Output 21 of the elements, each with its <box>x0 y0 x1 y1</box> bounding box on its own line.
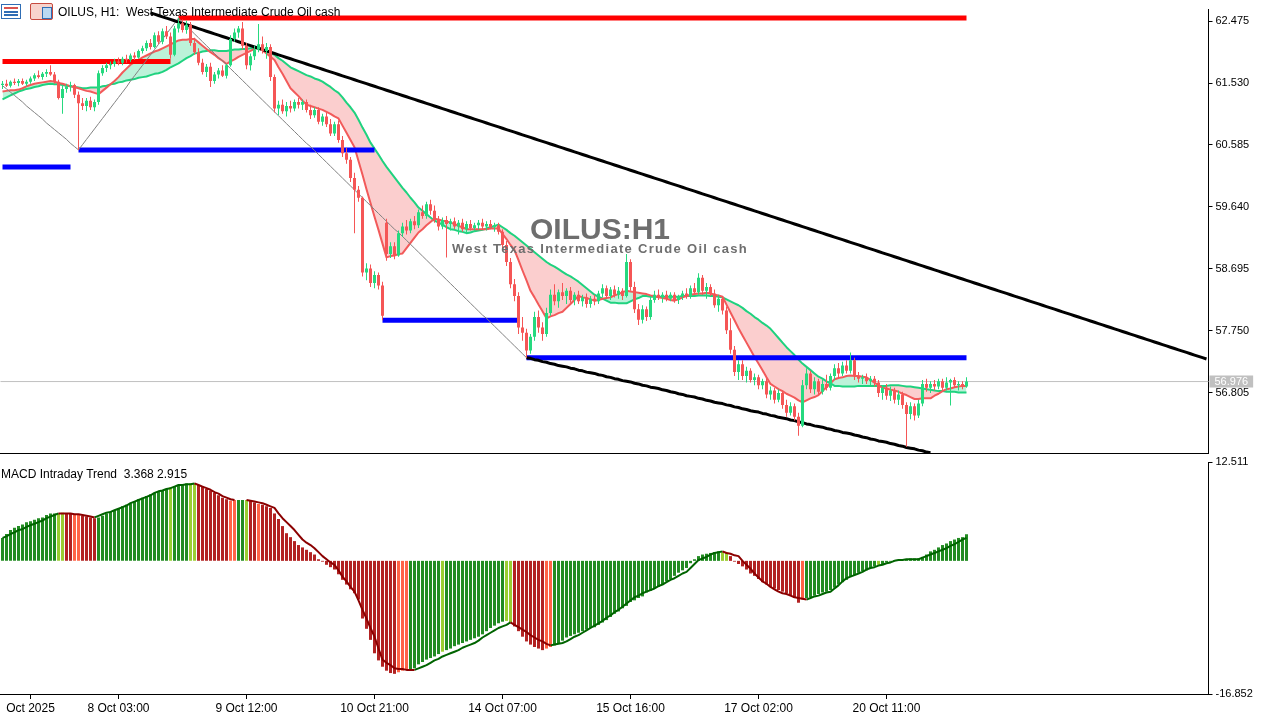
y-tick-label: 56.805 <box>1215 385 1250 398</box>
y-tick-label: 58.695 <box>1215 261 1250 274</box>
x-tick-label: 8 Oct 03:00 <box>87 700 150 715</box>
x-tick-label: 14 Oct 07:00 <box>468 700 538 715</box>
y-tick-label: 57.750 <box>1215 323 1250 336</box>
chart-title: MACD Intraday Trend 3.368 2.915 <box>1 467 188 481</box>
y-tick-label: 59.640 <box>1215 199 1250 212</box>
x-tick-label: Oct 2025 <box>6 700 56 715</box>
x-tick-label: 20 Oct 11:00 <box>852 700 921 715</box>
y-tick-label: 61.530 <box>1215 76 1250 89</box>
x-tick-label: 15 Oct 16:00 <box>596 700 666 715</box>
y-tick-label: -16.852 <box>1215 687 1253 700</box>
x-tick-label: 10 Oct 21:00 <box>340 700 410 715</box>
y-tick-label: 62.475 <box>1215 14 1250 27</box>
annotation: OILUS:H1 <box>530 212 670 245</box>
ref-line-label: 56.976 <box>1214 375 1249 388</box>
y-tick-label: 60.585 <box>1215 138 1250 150</box>
x-tick-label: 9 Oct 12:00 <box>215 700 278 715</box>
chart-title: OILUS, H1: West Texas Intermediate Crude Oil cash <box>58 5 341 19</box>
x-tick-label: 17 Oct 02:00 <box>724 700 794 715</box>
y-tick-label: 12.511 <box>1215 455 1249 468</box>
